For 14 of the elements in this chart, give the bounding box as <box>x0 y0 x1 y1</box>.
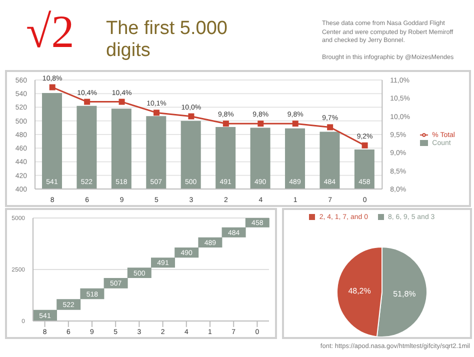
point <box>292 120 298 127</box>
point <box>362 142 368 148</box>
point <box>154 110 160 116</box>
point <box>222 120 229 127</box>
point <box>327 124 334 130</box>
point <box>118 98 125 105</box>
point <box>49 84 56 90</box>
point <box>84 98 90 105</box>
data-label: 51,8% <box>393 289 416 298</box>
chart-title: The first 5.000 digits <box>106 18 228 62</box>
point <box>258 120 264 127</box>
text: √2 <box>26 5 74 59</box>
point <box>188 113 194 120</box>
data-label: 48,2% <box>348 286 371 296</box>
